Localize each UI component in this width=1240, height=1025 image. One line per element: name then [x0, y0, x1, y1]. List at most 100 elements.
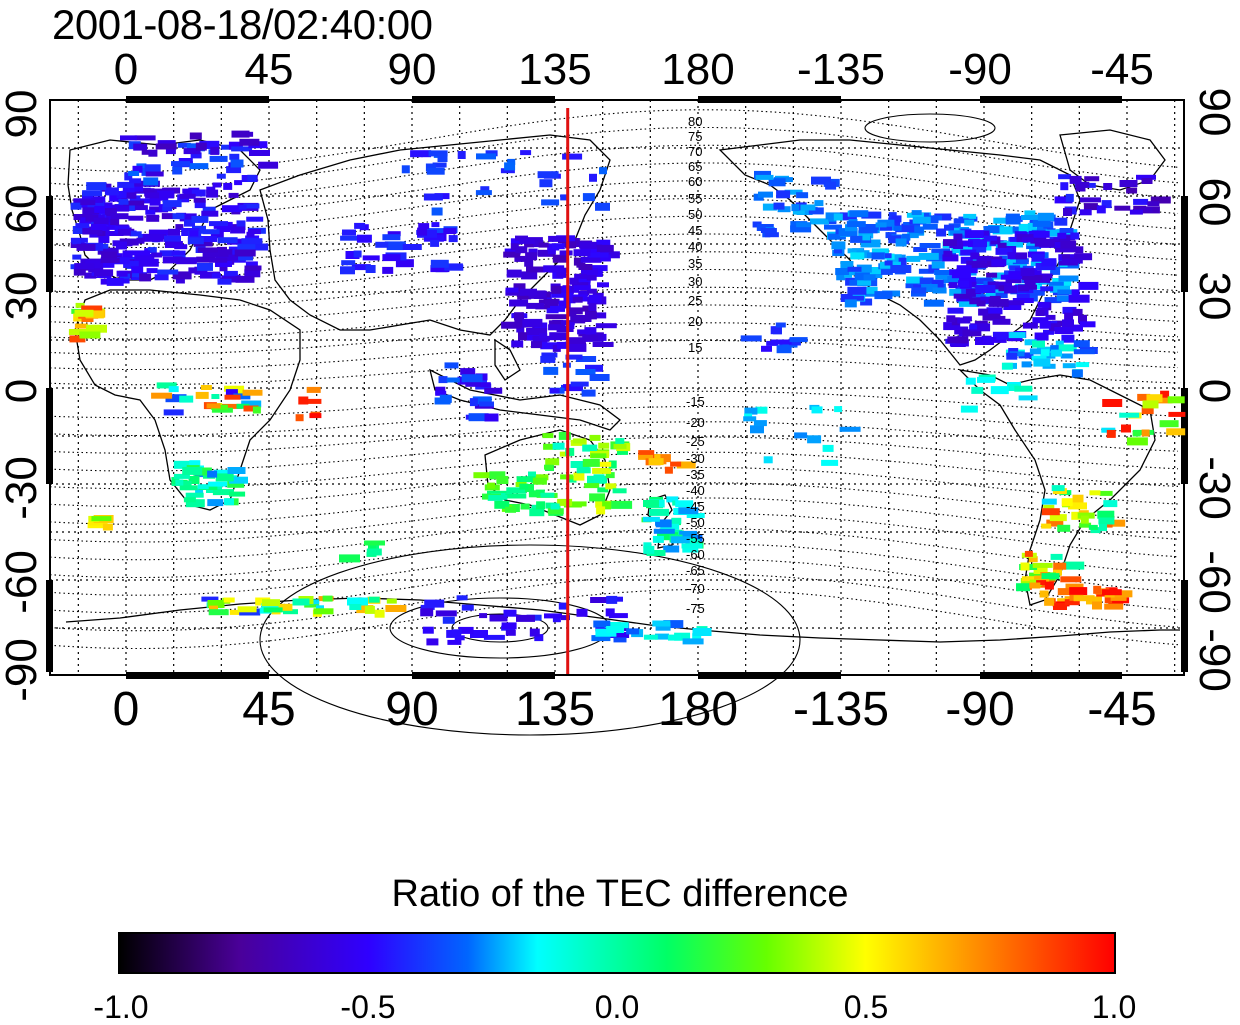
tec-tile [1035, 263, 1056, 270]
tec-tile [366, 548, 382, 556]
tec-tile [161, 213, 173, 220]
tec-tile [208, 481, 228, 487]
tec-tile [1167, 396, 1185, 404]
tec-tile [487, 482, 495, 489]
tec-tile [501, 622, 517, 630]
tec-tile [589, 173, 597, 182]
tec-tile [1005, 216, 1021, 225]
tec-tile [595, 202, 610, 211]
tec-tile [575, 369, 596, 375]
tec-tile [1024, 550, 1033, 557]
tec-tile [758, 191, 773, 198]
tec-tile [844, 299, 857, 308]
tec-tile [384, 241, 406, 247]
tec-tile [846, 221, 866, 228]
tec-tile [132, 181, 142, 190]
tec-tile [1051, 349, 1062, 357]
tec-tile [353, 250, 362, 258]
tec-tile [133, 188, 155, 194]
tec-tile [216, 173, 226, 179]
tec-tile [978, 255, 992, 261]
tec-tile [762, 203, 777, 211]
bottom-lon-label: -135 [792, 683, 890, 736]
tec-tile [159, 250, 180, 257]
tec-tile [439, 394, 452, 403]
tec-tile [944, 224, 954, 231]
tec-tile [954, 326, 969, 335]
tec-tile [776, 190, 791, 199]
tec-tile [902, 233, 911, 241]
tec-tile [768, 178, 786, 187]
tec-tile [247, 229, 261, 235]
tec-tile [822, 444, 834, 452]
tec-tile [1114, 205, 1131, 211]
tec-tile [207, 470, 218, 478]
tec-tile [520, 150, 532, 156]
tec-tile [183, 189, 200, 196]
tec-tile [1021, 576, 1043, 582]
tec-tile [906, 276, 924, 284]
tec-tile [574, 273, 590, 279]
tec-tile [420, 604, 435, 610]
tec-tile [425, 163, 436, 172]
tec-tile [221, 403, 242, 409]
tec-tile [541, 199, 560, 206]
tec-tile [224, 498, 234, 506]
top-lon-label: 0 [113, 45, 139, 94]
tec-tile [505, 629, 516, 636]
tec-tile [854, 272, 870, 281]
tec-tile [989, 295, 1001, 301]
contour-line [49, 144, 1179, 203]
tec-tile [565, 322, 575, 329]
tec-tile [573, 257, 583, 266]
tec-tile [918, 268, 934, 274]
contour-label: -45 [686, 499, 705, 514]
tec-tile [1003, 304, 1022, 310]
tec-tile [101, 251, 118, 259]
tec-tile [313, 608, 334, 615]
tec-tile [212, 489, 234, 496]
tec-tile [563, 296, 576, 304]
tec-tile [118, 278, 130, 284]
tec-tile [1112, 590, 1133, 598]
tec-tile [577, 329, 592, 335]
tec-tile [483, 634, 505, 640]
tec-tile [1060, 182, 1069, 191]
tec-tile [104, 187, 119, 196]
tec-tile [863, 274, 876, 281]
tec-tile [470, 630, 488, 638]
tec-tile [295, 414, 304, 422]
tec-tile [686, 513, 705, 518]
tec-tile [912, 216, 931, 224]
tec-tile [444, 362, 459, 369]
tec-tile [485, 150, 498, 157]
tec-tile [750, 425, 764, 434]
tec-tile [565, 241, 577, 249]
tec-tile [243, 203, 260, 209]
tec-tile [175, 224, 184, 231]
tec-tile [241, 400, 262, 408]
tec-tile [171, 161, 190, 167]
contour-label: -30 [686, 451, 705, 466]
tec-tile [968, 244, 987, 253]
tec-tile [582, 444, 598, 452]
tec-tile [756, 224, 774, 231]
tec-tile [608, 613, 628, 619]
tec-tile [505, 506, 516, 513]
tec-tile [922, 223, 938, 230]
contour-line [49, 126, 1179, 188]
tec-tile [839, 426, 861, 432]
tec-tile [827, 233, 846, 240]
tec-tile [131, 266, 144, 274]
tec-tile [885, 232, 897, 239]
tec-tile [515, 235, 528, 241]
tec-tile [139, 273, 152, 282]
tec-tile [880, 224, 892, 231]
colorbar-tick: 1.0 [1091, 989, 1137, 1025]
tec-tile [1043, 329, 1054, 335]
tec-tile [807, 435, 822, 444]
tec-tile [1150, 196, 1171, 204]
tec-tile [582, 193, 595, 202]
tec-tile [849, 210, 869, 218]
tec-tile [524, 258, 534, 267]
